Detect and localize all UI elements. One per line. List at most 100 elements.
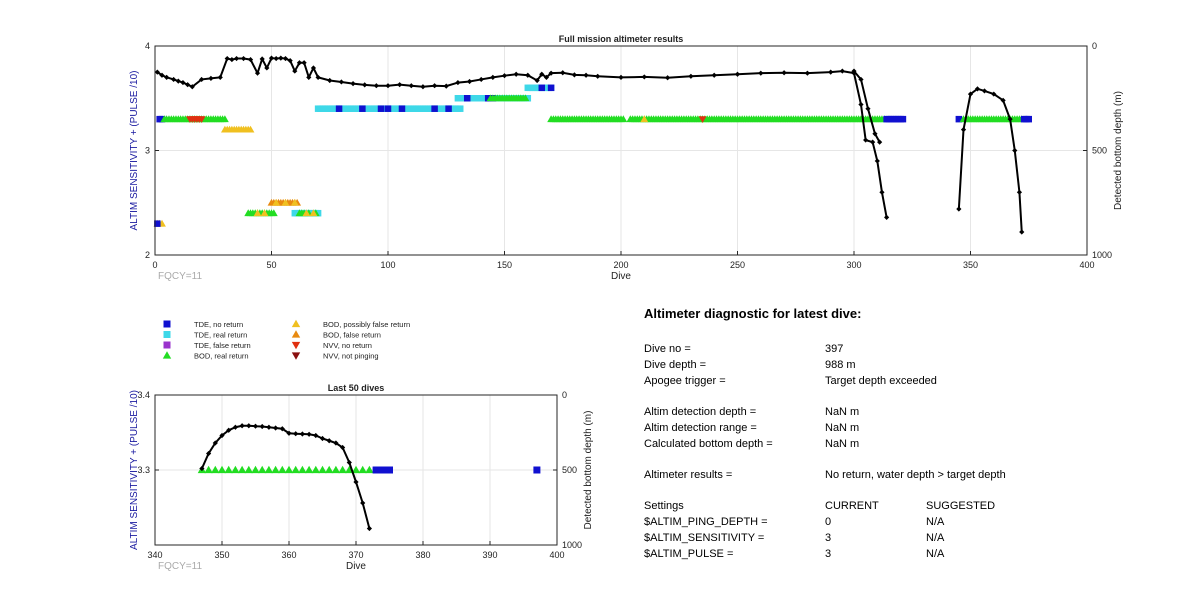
depth-point [239,423,245,429]
legend-marker [163,341,171,349]
x-tick-label: 350 [214,550,229,560]
x-tick-label: 400 [549,550,564,560]
data-marker [899,115,907,123]
depth-point [991,91,997,97]
data-marker [298,465,307,474]
y-tick-label: 3 [145,146,150,156]
depth-point [981,88,988,94]
data-marker [217,465,227,474]
x-tick-label: 380 [415,550,430,560]
depth-point [310,65,317,71]
data-marker [221,115,229,123]
data-marker [231,465,240,474]
y2-tick-label: 0 [562,390,567,400]
depth-point [373,83,379,89]
data-marker [533,466,541,474]
plot-area: 340 350 360 370 380 390 400 3.3 3.4 0 500 1000 Last … [129,383,594,572]
depth-point [313,432,319,439]
settings-row: $ALTIM_SENSITIVITY = 3 N/A [644,530,1164,546]
x-tick-label: 0 [152,260,157,270]
depth-point [839,68,845,74]
depth-point [366,525,372,532]
settings-rows: $ALTIM_PING_DEPTH = 0 N/A $ALTIM_SENSITIVIT… [644,514,1164,562]
depth-point [171,76,177,83]
legend-item: TDE, false return [163,341,251,350]
depth-point [618,74,624,80]
depth-point [872,131,878,137]
depth-point [539,71,545,77]
depth-point [501,73,508,79]
depth-point [199,465,205,472]
legend-marker [163,331,171,338]
depth-point [293,431,299,437]
x-tick-label: 390 [482,550,497,560]
x-tick-label: 340 [147,550,162,560]
legend-marker [163,320,171,328]
diagnostic-label: Calculated bottom depth = [644,438,773,450]
depth-point [232,424,238,430]
x-tick-label: 370 [348,550,363,560]
depth-point [478,76,484,83]
data-marker [398,105,406,112]
setting-current: 3 [825,532,832,544]
depth-point [266,424,272,430]
data-marker [237,465,247,474]
depth-point [247,56,254,63]
depth-point [571,72,577,78]
diagnostic-spacer [644,452,1164,467]
x-tick-label: 360 [281,550,296,560]
x-tick-label: 300 [846,260,861,270]
setting-suggested: N/A [926,516,945,528]
depth-point [246,423,252,429]
data-marker [278,465,287,474]
diagnostic-spacer [644,389,1164,404]
depth-point [828,69,834,75]
data-marker [372,466,380,474]
depth-point [306,74,312,80]
x-axis-label: Dive [346,561,366,572]
depth-point [870,139,876,145]
depth-point [513,71,519,77]
depth-point [879,189,885,195]
settings-label: Settings [644,500,684,512]
setting-name: $ALTIM_PING_DEPTH = [644,516,768,528]
data-marker [253,209,262,217]
legend-marker [291,330,301,338]
diagnostic-spacer [644,483,1164,498]
diagnostic-row: Apogee trigger = Target depth exceeded [644,373,1164,389]
data-marker [264,465,274,474]
legend-marker [162,351,172,359]
legend-label: BOD, false return [323,331,381,340]
legend-label: TDE, no return [194,320,243,329]
data-marker [204,465,213,474]
data-marker [224,465,233,474]
diagnostic-value: 988 m [825,359,856,371]
legend-item: TDE, no return [163,320,243,329]
data-marker [365,465,374,474]
y-tick-label: 3.3 [137,465,150,475]
depth-point [851,68,857,74]
depth-point [240,55,247,62]
settings-row: $ALTIM_PULSE = 3 N/A [644,546,1164,562]
depth-point [466,78,473,85]
depth-point [865,106,871,112]
depth-point [734,71,741,77]
diagnostic-value: No return, water depth > target depth [825,469,1006,481]
depth-point [353,479,359,485]
full-mission-chart: 0 50 100 150 200 250 300 350 400 2 3 4 0 500 1000 Full … [129,34,1124,282]
legend-marker [291,341,301,350]
data-marker [325,465,334,474]
depth-point [189,84,195,90]
settings-header: Settings CURRENT SUGGESTED [644,498,1164,514]
depth-point [346,459,352,466]
depth-point [226,427,232,433]
depth-point [219,432,225,439]
legend-label: TDE, false return [194,341,251,350]
depth-point [534,77,540,84]
legend-item: NVV, no return [291,341,372,350]
diagnostic-value: NaN m [825,406,860,418]
x-tick-label: 250 [730,260,745,270]
depth-point [180,79,186,86]
depth-point [362,82,368,88]
diagnostic-label: Altim detection depth = [644,406,757,418]
